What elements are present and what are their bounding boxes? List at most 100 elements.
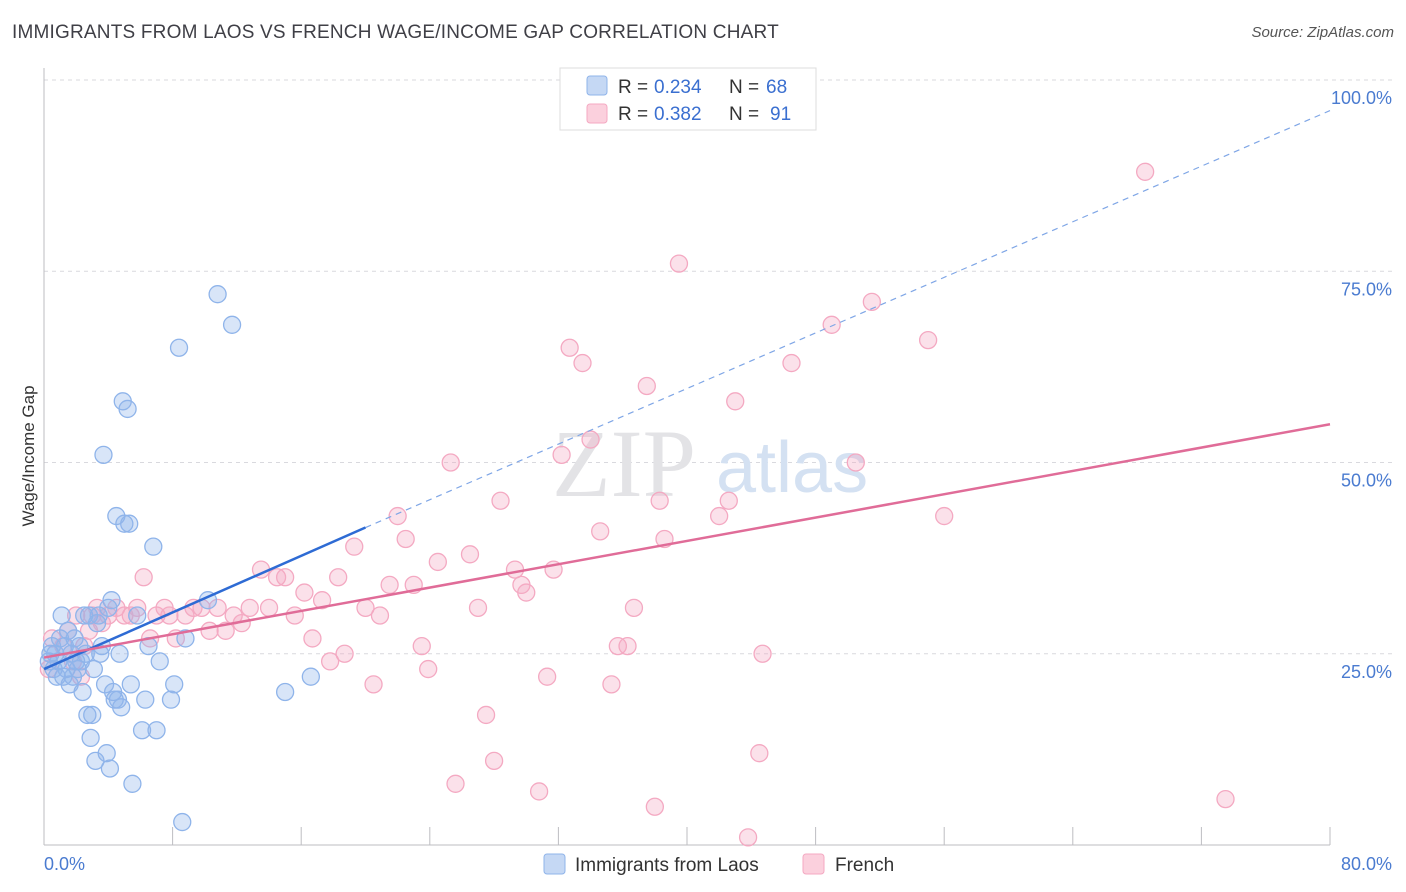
- trend-lines: [43, 110, 1331, 671]
- french-point-40: [320, 652, 340, 671]
- source-attribution: Source: ZipAtlas.com: [1251, 24, 1394, 41]
- laos-point-28: [84, 659, 103, 679]
- french-point-42: [335, 644, 354, 663]
- laos-point-52: [128, 606, 147, 625]
- laos-point-27: [83, 705, 102, 725]
- laos-point-48: [118, 399, 137, 419]
- french-point-94: [1216, 789, 1235, 809]
- legend-n-value-1: 68: [766, 77, 787, 98]
- french-point-80: [669, 254, 689, 273]
- legend-r-value-2: 0.382: [654, 104, 702, 125]
- french-point-68: [560, 338, 579, 357]
- french-point-46: [370, 606, 390, 625]
- laos-point-51: [123, 774, 142, 793]
- laos-point-24: [78, 705, 97, 725]
- laos-point-26: [81, 728, 100, 748]
- french-point-91: [918, 330, 938, 350]
- french-point-39: [312, 591, 332, 610]
- french-point-74: [618, 636, 637, 656]
- laos-point-67: [275, 682, 295, 702]
- french-point-57: [468, 598, 488, 617]
- french-point-69: [573, 353, 592, 373]
- watermark-atlas: atlas: [716, 428, 868, 508]
- french-point-53: [428, 552, 447, 572]
- legend-n-label-1: N =: [729, 77, 759, 98]
- laos-point-49: [120, 514, 139, 533]
- french-point-73: [608, 636, 628, 656]
- laos-point-58: [150, 652, 169, 671]
- french-point-58: [476, 705, 496, 725]
- laos-point-65: [208, 285, 227, 304]
- french-point-70: [581, 430, 600, 449]
- french-point-71: [591, 522, 610, 541]
- bottom-legend-swatch-laos: [543, 853, 566, 875]
- y-tick-label-0: 25.0%: [1341, 662, 1392, 682]
- french-point-90: [862, 292, 882, 312]
- axes: [43, 68, 1331, 846]
- laos-point-8: [52, 606, 71, 625]
- french-point-31: [240, 598, 259, 617]
- y-tick-label-3: 100.0%: [1331, 88, 1392, 108]
- legend-r-label-1: R =: [618, 77, 648, 98]
- legend-box: R = 0.234 N = 68 R = 0.382 N = 91: [559, 67, 817, 131]
- legend-r-label-2: R =: [618, 104, 648, 125]
- laos-point-54: [136, 690, 155, 709]
- french-point-17: [134, 568, 153, 587]
- legend-swatch-french: [586, 103, 608, 124]
- french-point-78: [650, 491, 669, 510]
- french-point-63: [517, 583, 536, 602]
- french-point-16: [128, 598, 147, 617]
- bottom-legend-label-laos: Immigrants from Laos: [575, 855, 759, 876]
- french-point-36: [285, 606, 304, 625]
- laos-point-36: [97, 744, 116, 763]
- french-point-55: [446, 774, 465, 793]
- french-point-45: [364, 675, 383, 694]
- laos-point-66: [222, 315, 242, 334]
- french-trend-line: [43, 423, 1331, 659]
- french-point-54: [441, 453, 460, 472]
- x-tick-label-min: 0.0%: [44, 854, 85, 874]
- french-point-64: [529, 782, 549, 801]
- french-point-72: [602, 675, 621, 694]
- french-point-52: [419, 659, 438, 679]
- laos-point-21: [73, 682, 92, 702]
- french-point-86: [753, 644, 772, 663]
- french-point-41: [329, 568, 348, 587]
- laos-point-34: [94, 445, 113, 465]
- bottom-legend-swatch-french: [802, 853, 825, 875]
- chart-title: IMMIGRANTS FROM LAOS VS FRENCH WAGE/INCO…: [12, 22, 779, 43]
- laos-point-47: [115, 514, 134, 533]
- laos-point-68: [301, 667, 320, 686]
- watermark-zip: ZIP: [552, 410, 696, 517]
- laos-trend-line: [43, 526, 367, 671]
- french-point-87: [782, 353, 801, 373]
- gridlines: [44, 79, 1392, 655]
- french-point-27: [208, 598, 227, 617]
- legend-n-value-2: 91: [770, 104, 791, 125]
- laos-point-56: [144, 537, 163, 556]
- french-point-60: [491, 491, 510, 510]
- french-point-77: [645, 797, 664, 816]
- laos-point-45: [112, 698, 131, 717]
- french-point-51: [412, 636, 431, 656]
- laos-point-61: [169, 338, 189, 357]
- watermark: ZIP atlas: [552, 410, 868, 517]
- laos-point-31: [89, 606, 108, 625]
- french-point-59: [484, 751, 504, 770]
- french-point-47: [380, 575, 399, 595]
- y-axis-label: Wage/Income Gap: [19, 385, 38, 526]
- x-tick-label-max: 80.0%: [1341, 854, 1392, 874]
- laos-point-57: [147, 721, 166, 740]
- laos-point-62: [173, 812, 192, 832]
- french-point-26: [200, 621, 219, 640]
- french-point-56: [460, 545, 480, 564]
- french-point-82: [719, 491, 738, 510]
- french-point-43: [345, 537, 364, 556]
- french-point-84: [738, 828, 758, 847]
- french-point-48: [388, 506, 407, 526]
- french-point-89: [846, 453, 865, 472]
- french-point-75: [624, 598, 644, 617]
- french-point-38: [303, 629, 322, 648]
- y-tick-label-2: 75.0%: [1341, 279, 1392, 299]
